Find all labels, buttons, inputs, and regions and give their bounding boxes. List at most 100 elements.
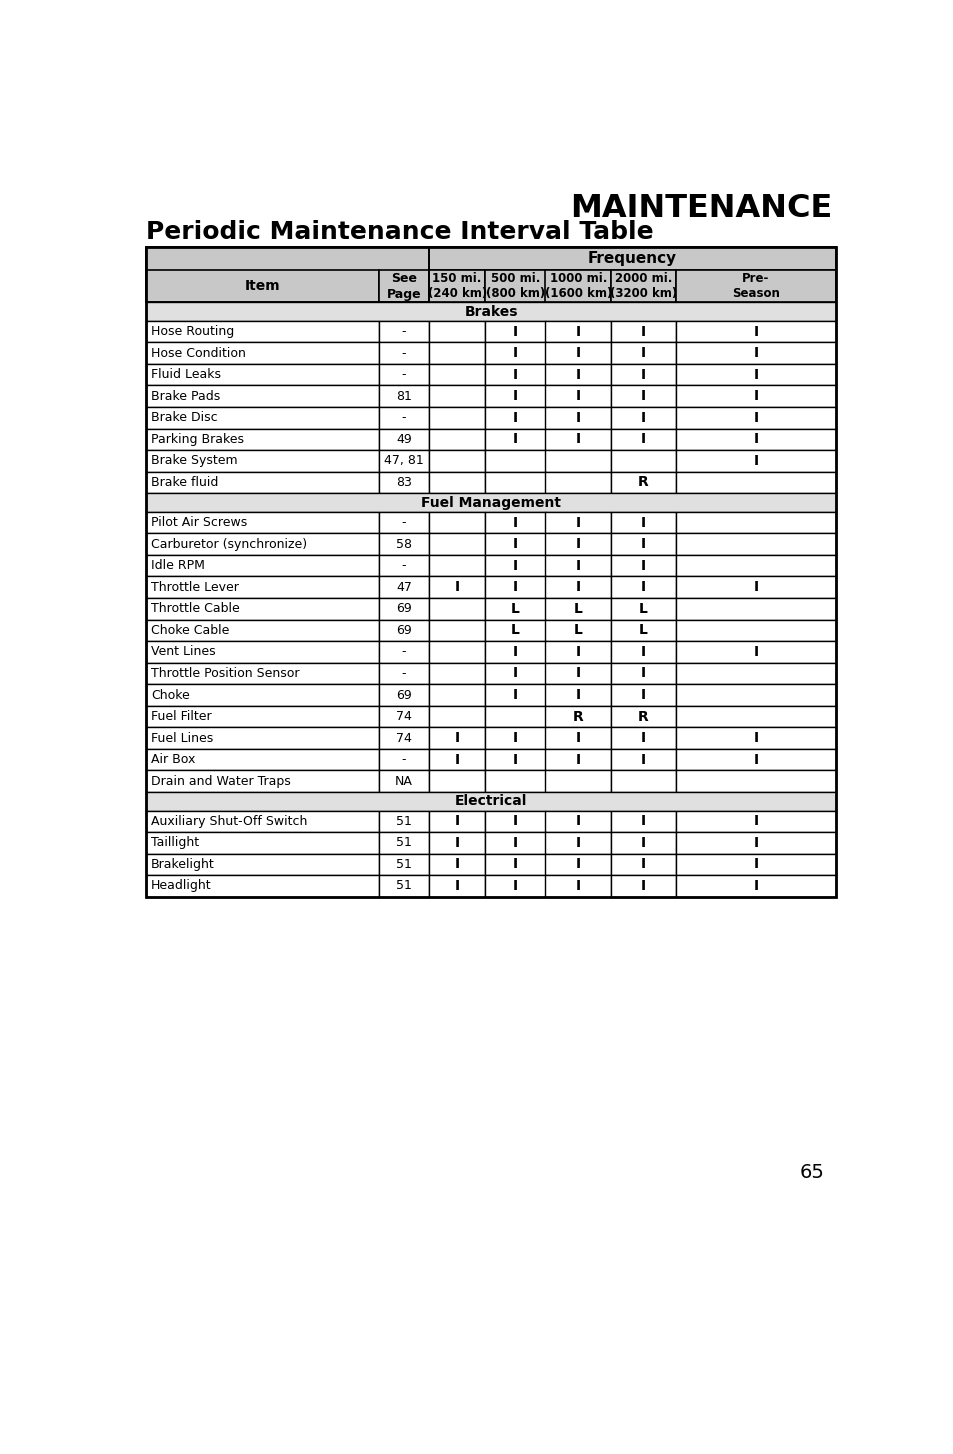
Bar: [675, 534, 835, 555]
Bar: [429, 619, 484, 641]
Bar: [429, 663, 484, 685]
Bar: [675, 875, 835, 897]
Bar: [378, 810, 429, 832]
Bar: [611, 471, 675, 493]
Text: I: I: [753, 324, 758, 339]
Text: L: L: [639, 624, 647, 637]
Bar: [378, 534, 429, 555]
Text: I: I: [512, 646, 517, 659]
Bar: [146, 875, 378, 897]
Bar: [675, 641, 835, 663]
Bar: [675, 663, 835, 685]
Bar: [378, 512, 429, 534]
Text: 1000 mi.
(1600 km): 1000 mi. (1600 km): [544, 272, 612, 300]
Bar: [484, 727, 545, 749]
Text: I: I: [576, 537, 580, 551]
Text: I: I: [512, 814, 517, 829]
Text: L: L: [574, 602, 582, 615]
Bar: [675, 685, 835, 705]
Bar: [146, 555, 378, 576]
Bar: [146, 407, 378, 429]
Text: 51: 51: [395, 858, 412, 871]
Bar: [545, 342, 611, 364]
Text: I: I: [753, 880, 758, 893]
Text: Brake Disc: Brake Disc: [151, 411, 217, 425]
Text: I: I: [576, 411, 580, 425]
Text: Fuel Lines: Fuel Lines: [151, 731, 213, 744]
Text: I: I: [753, 753, 758, 766]
Bar: [378, 342, 429, 364]
Bar: [146, 451, 378, 471]
Text: Pilot Air Screws: Pilot Air Screws: [151, 516, 247, 529]
Text: I: I: [512, 411, 517, 425]
Bar: [545, 407, 611, 429]
Bar: [611, 685, 675, 705]
Bar: [378, 451, 429, 471]
Bar: [545, 875, 611, 897]
Bar: [675, 705, 835, 727]
Bar: [484, 555, 545, 576]
Text: I: I: [753, 346, 758, 361]
Bar: [675, 576, 835, 598]
Text: I: I: [753, 368, 758, 382]
Text: I: I: [576, 346, 580, 361]
Text: R: R: [638, 710, 648, 724]
Bar: [484, 364, 545, 385]
Bar: [675, 832, 835, 853]
Bar: [484, 385, 545, 407]
Text: I: I: [512, 836, 517, 849]
Text: I: I: [640, 646, 645, 659]
Bar: [611, 429, 675, 451]
Bar: [146, 598, 378, 619]
Bar: [146, 771, 378, 792]
Text: I: I: [640, 324, 645, 339]
Bar: [429, 598, 484, 619]
Bar: [545, 534, 611, 555]
Bar: [675, 598, 835, 619]
Text: -: -: [401, 516, 406, 529]
Bar: [675, 555, 835, 576]
Bar: [484, 641, 545, 663]
Text: I: I: [640, 432, 645, 446]
Bar: [484, 270, 545, 302]
Bar: [378, 385, 429, 407]
Text: -: -: [401, 646, 406, 659]
Text: 81: 81: [395, 390, 412, 403]
Text: I: I: [576, 324, 580, 339]
Bar: [545, 771, 611, 792]
Text: I: I: [640, 731, 645, 744]
Text: I: I: [576, 836, 580, 849]
Bar: [378, 749, 429, 771]
Bar: [146, 853, 378, 875]
Text: I: I: [576, 814, 580, 829]
Text: 51: 51: [395, 880, 412, 893]
Bar: [429, 512, 484, 534]
Bar: [545, 512, 611, 534]
Text: I: I: [512, 880, 517, 893]
Bar: [611, 576, 675, 598]
Bar: [429, 385, 484, 407]
Text: I: I: [512, 516, 517, 529]
Bar: [611, 641, 675, 663]
Text: I: I: [512, 753, 517, 766]
Text: 49: 49: [395, 433, 412, 446]
Bar: [545, 705, 611, 727]
Bar: [146, 810, 378, 832]
Text: I: I: [576, 368, 580, 382]
Text: 51: 51: [395, 814, 412, 827]
Text: I: I: [576, 880, 580, 893]
Text: I: I: [576, 753, 580, 766]
Text: Choke: Choke: [151, 689, 190, 701]
Bar: [611, 853, 675, 875]
Bar: [378, 875, 429, 897]
Bar: [484, 810, 545, 832]
Bar: [146, 619, 378, 641]
Text: Hose Condition: Hose Condition: [151, 346, 246, 359]
Text: 69: 69: [395, 624, 412, 637]
Text: Parking Brakes: Parking Brakes: [151, 433, 244, 446]
Text: Choke Cable: Choke Cable: [151, 624, 229, 637]
Bar: [378, 321, 429, 342]
Bar: [675, 471, 835, 493]
Bar: [545, 598, 611, 619]
Bar: [146, 247, 835, 897]
